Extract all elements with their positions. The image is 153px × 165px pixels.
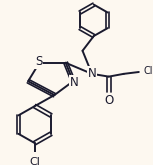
- Text: Cl: Cl: [144, 66, 153, 76]
- Text: N: N: [88, 67, 96, 80]
- Text: O: O: [104, 94, 113, 107]
- Text: Cl: Cl: [29, 157, 40, 165]
- Text: N: N: [70, 76, 78, 89]
- Text: S: S: [35, 55, 42, 68]
